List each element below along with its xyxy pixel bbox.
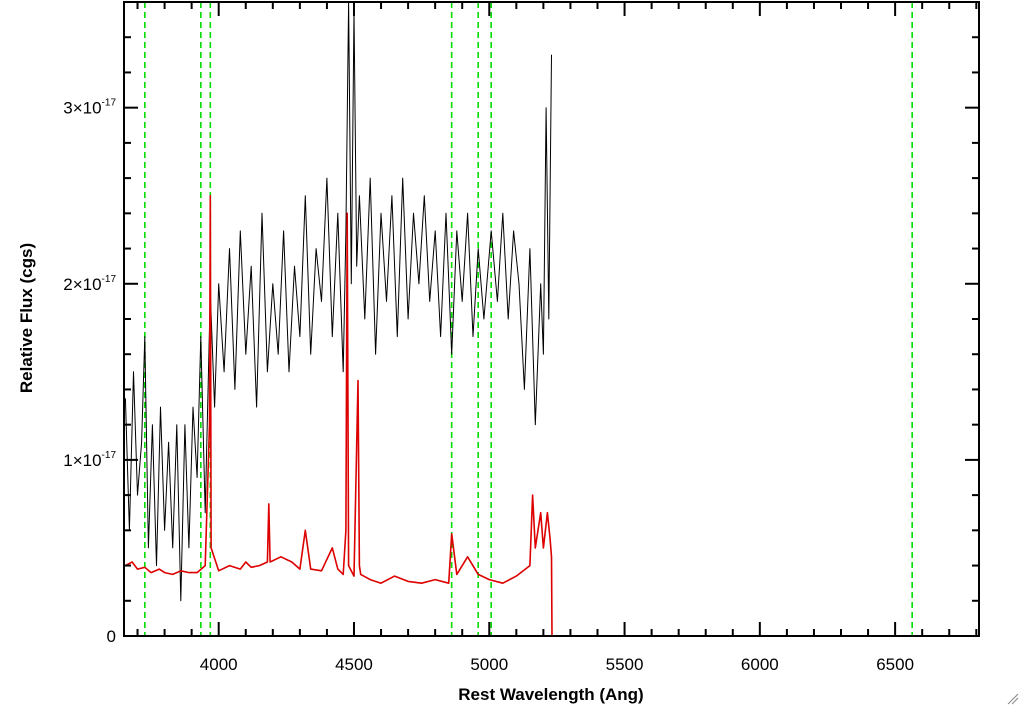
x-tick-label: 5500 <box>606 655 644 674</box>
y-tick-label: 1×10-17 <box>63 450 116 470</box>
y-axis-label: Relative Flux (cgs) <box>17 243 36 393</box>
series-layer <box>124 1 979 637</box>
x-tick-labels: 4000 4500 5000 5500 6000 6500 <box>200 655 914 674</box>
y-tick-labels: 0 1×10-17 2×10-17 3×10-17 <box>63 98 116 646</box>
x-tick-label: 5000 <box>470 655 508 674</box>
spectrum-series-line <box>124 1 552 602</box>
x-tick-label: 6000 <box>741 655 779 674</box>
x-tick-label: 4500 <box>335 655 373 674</box>
y-tick-label: 3×10-17 <box>63 98 116 118</box>
resize-grip-icon[interactable] <box>1007 693 1019 705</box>
x-axis-label: Rest Wavelength (Ang) <box>458 685 643 704</box>
x-tick-label: 6500 <box>876 655 914 674</box>
y-tick-label: 2×10-17 <box>63 274 116 294</box>
emission-line-markers <box>144 2 913 636</box>
y-tick-label: 0 <box>107 627 116 646</box>
x-tick-label: 4000 <box>200 655 238 674</box>
tick-marks <box>124 0 979 637</box>
error-series-line <box>125 194 979 637</box>
